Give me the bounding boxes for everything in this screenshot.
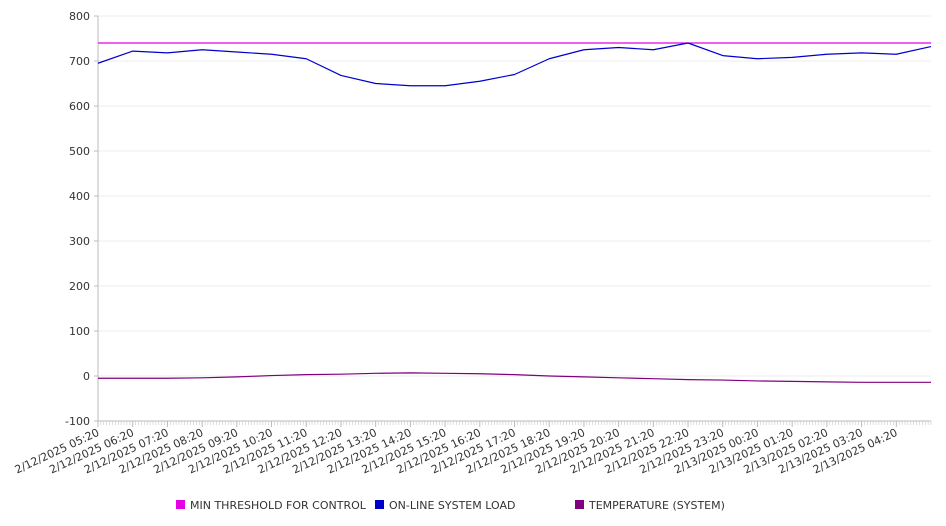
legend-item-system-load[interactable]: ON-LINE SYSTEM LOAD: [375, 499, 515, 512]
legend-item-min-threshold[interactable]: MIN THRESHOLD FOR CONTROL: [176, 499, 367, 512]
series-line-temperature-system: [98, 372, 931, 383]
x-axis-ticks: 2/12/2025 05:202/12/2025 06:202/12/2025 …: [13, 421, 932, 476]
legend-item-temperature[interactable]: TEMPERATURE (SYSTEM): [575, 499, 725, 512]
legend-label-min-threshold: MIN THRESHOLD FOR CONTROL: [190, 499, 367, 512]
legend-label-system-load: ON-LINE SYSTEM LOAD: [389, 499, 515, 512]
y-tick-label: 400: [69, 190, 90, 203]
legend-swatch-temperature: [575, 500, 584, 509]
grid-lines: [98, 15, 931, 422]
y-tick-label: 300: [69, 235, 90, 248]
y-axis-ticks: -100 0 100 200 300 400 500 600 700 800: [65, 10, 98, 428]
legend: MIN THRESHOLD FOR CONTROL ON-LINE SYSTEM…: [176, 499, 725, 512]
y-tick-label: 500: [69, 145, 90, 158]
series-line-on-line-system-load: [97, 42, 932, 87]
y-tick-label: 100: [69, 325, 90, 338]
legend-label-temperature: TEMPERATURE (SYSTEM): [588, 499, 725, 512]
y-tick-label: -100: [65, 415, 90, 428]
y-tick-label: 700: [69, 55, 90, 68]
series-lines: [97, 42, 932, 383]
y-tick-label: 800: [69, 10, 90, 23]
legend-swatch-system-load: [375, 500, 384, 509]
axes: [97, 16, 931, 422]
y-tick-label: 200: [69, 280, 90, 293]
legend-swatch-min-threshold: [176, 500, 185, 509]
y-tick-label: 600: [69, 100, 90, 113]
y-tick-label: 0: [83, 370, 90, 383]
